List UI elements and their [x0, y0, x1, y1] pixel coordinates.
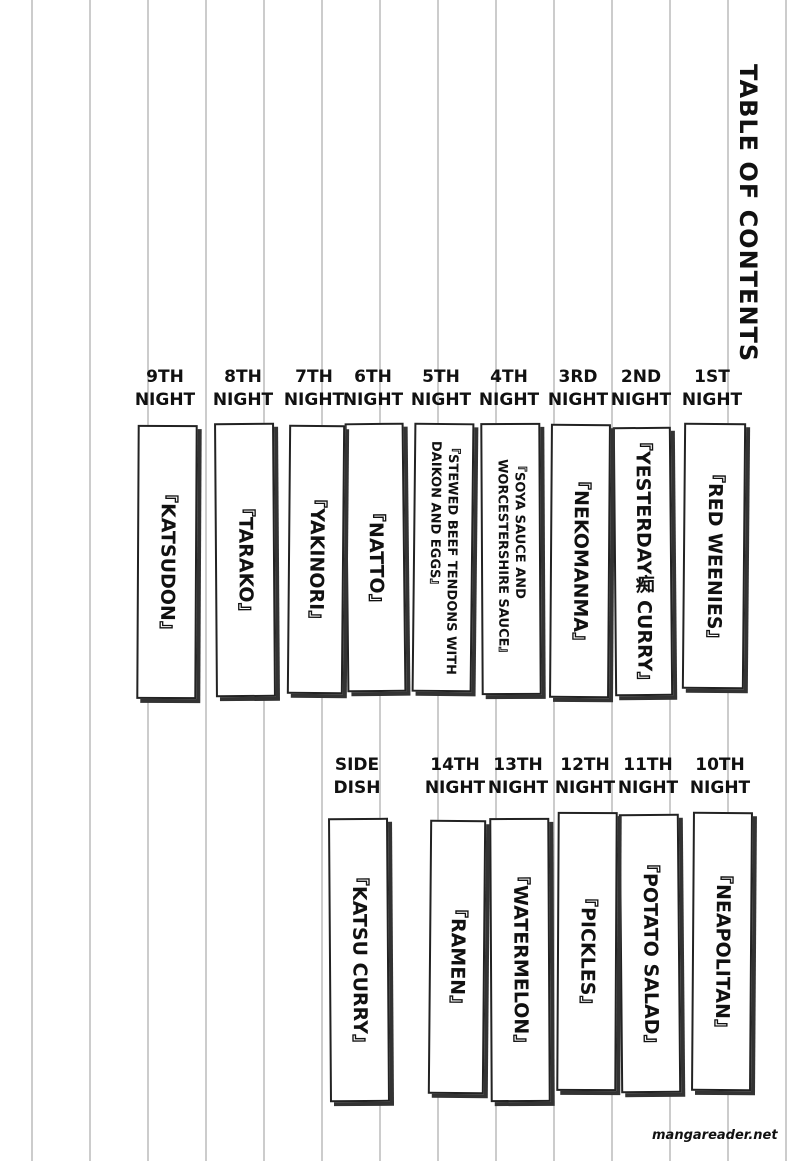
entry-title: 『WATERMELON』	[509, 866, 532, 1054]
entry-title: 『YAKINORI』	[304, 489, 329, 630]
label-line: 4TH	[490, 367, 528, 387]
label-line: NIGHT	[134, 390, 196, 410]
entry-title: 『POTATO SALAD』	[638, 853, 663, 1054]
entry-tag: 『KATSU CURRY』	[328, 817, 390, 1103]
label-line: NIGHT	[617, 778, 679, 798]
label-line: NIGHT	[547, 390, 609, 410]
label-line: DISH	[333, 778, 381, 798]
label-line: 14TH	[430, 755, 480, 775]
label-line: NIGHT	[424, 778, 486, 798]
entry-title: 『KATSU CURRY』	[347, 866, 372, 1054]
entry-label: 9TH NIGHT	[125, 366, 205, 412]
label-line: 6TH	[354, 367, 392, 387]
entry-label: SIDE DISH	[317, 754, 397, 800]
label-line: 10TH	[695, 755, 745, 775]
entry-label: 7TH NIGHT	[274, 366, 354, 412]
entry-label: 6TH NIGHT	[333, 366, 413, 412]
title-line: 『RAMEN』	[445, 899, 470, 1015]
label-line: 11TH	[623, 755, 673, 775]
title-line: 『NEKOMANMA』	[568, 470, 593, 652]
watermark: mangareader.net	[652, 1128, 778, 1143]
title-line: 『NEAPOLITAN』	[710, 864, 735, 1039]
label-line: NIGHT	[342, 390, 404, 410]
label-line: NIGHT	[410, 390, 472, 410]
title-line: 『POTATO SALAD』	[638, 853, 663, 1054]
label-line: NIGHT	[487, 778, 549, 798]
label-line: NIGHT	[478, 390, 540, 410]
entry-tag: 『SOYA SAUCE AND WORCESTERSHIRE SAUCE』	[480, 422, 542, 696]
entry-tag: 『KATSUDON』	[136, 424, 198, 700]
title-line: 『RED WEENIES』	[702, 463, 727, 649]
label-line: NIGHT	[689, 778, 751, 798]
entry-title: 『YESTERDAY痴 CURRY』	[631, 432, 656, 691]
entry-tag: 『YAKINORI』	[286, 424, 346, 695]
title-line: 『STEWED BEEF TENDONS WITH	[442, 440, 461, 675]
entry-label: 5TH NIGHT	[401, 366, 481, 412]
entry-title: 『KATSUDON』	[156, 484, 179, 640]
label-line: 9TH	[146, 367, 184, 387]
title-line: 『KATSUDON』	[156, 484, 179, 640]
entry-tag: 『YESTERDAY痴 CURRY』	[612, 426, 674, 697]
title-line: 『SOYA SAUCE AND	[511, 458, 528, 599]
entry-label: 8TH NIGHT	[203, 366, 283, 412]
entry-tag: 『STEWED BEEF TENDONS WITH DAIKON AND EGGS…	[411, 422, 475, 693]
entry-label: 14TH NIGHT	[415, 754, 495, 800]
title-line: 『YESTERDAY痴 CURRY』	[631, 432, 656, 691]
entry-label: 3RD NIGHT	[538, 366, 618, 412]
entry-tag: 『POTATO SALAD』	[618, 813, 682, 1094]
entry-label: 4TH NIGHT	[469, 366, 549, 412]
entry-label: 1ST NIGHT	[672, 366, 752, 412]
label-line: NIGHT	[681, 390, 743, 410]
title-line: 『PICKLES』	[576, 888, 599, 1015]
label-line: 3RD	[558, 367, 598, 387]
label-line: 5TH	[422, 367, 460, 387]
entry-title: 『RAMEN』	[445, 899, 470, 1015]
label-line: 2ND	[620, 367, 662, 387]
label-line: 1ST	[694, 367, 730, 387]
entry-tag: 『NATTO』	[344, 422, 406, 693]
entry-tag: 『RAMEN』	[427, 819, 487, 1095]
entry-label: 10TH NIGHT	[680, 754, 760, 800]
entry-title: 『RED WEENIES』	[702, 463, 727, 649]
label-line: 8TH	[224, 367, 262, 387]
label-line: NIGHT	[610, 390, 672, 410]
entry-label: 12TH NIGHT	[545, 754, 625, 800]
title-line: 『NATTO』	[363, 502, 388, 613]
entry-tag: 『PICKLES』	[556, 811, 618, 1092]
label-line: SIDE	[334, 755, 380, 775]
entry-tag: 『TARAKO』	[214, 422, 276, 698]
entry-title: 『SOYA SAUCE AND WORCESTERSHIRE SAUCE』	[493, 459, 528, 660]
title-line: 『TARAKO』	[234, 498, 257, 622]
label-line: NIGHT	[554, 778, 616, 798]
entry-title: 『STEWED BEEF TENDONS WITH DAIKON AND EGGS…	[425, 440, 461, 674]
entry-label: 11TH NIGHT	[608, 754, 688, 800]
label-line: NIGHT	[212, 390, 274, 410]
entry-tag: 『RED WEENIES』	[681, 422, 747, 690]
entry-label: 2ND NIGHT	[601, 366, 681, 412]
entry-title: 『TARAKO』	[234, 498, 257, 622]
entry-tag: 『NEAPOLITAN』	[691, 811, 753, 1092]
entry-title: 『NATTO』	[363, 502, 388, 613]
title: TABLE OF CONTENTS	[734, 64, 762, 363]
title-line: 『YAKINORI』	[304, 489, 329, 630]
label-line: NIGHT	[283, 390, 345, 410]
entry-title: 『PICKLES』	[576, 888, 599, 1015]
label-line: 13TH	[493, 755, 543, 775]
entry-title: 『NEKOMANMA』	[568, 470, 593, 652]
entry-title: 『NEAPOLITAN』	[710, 864, 735, 1039]
entry-tag: 『NEKOMANMA』	[549, 423, 611, 699]
entry-tag: 『WATERMELON』	[489, 817, 551, 1103]
entry-label: 13TH NIGHT	[478, 754, 558, 800]
label-line: 7TH	[295, 367, 333, 387]
title-line: 『WATERMELON』	[509, 866, 532, 1054]
title-line: 『KATSU CURRY』	[347, 866, 372, 1054]
label-line: 12TH	[560, 755, 610, 775]
title-line: WORCESTERSHIRE SAUCE』	[494, 458, 511, 660]
